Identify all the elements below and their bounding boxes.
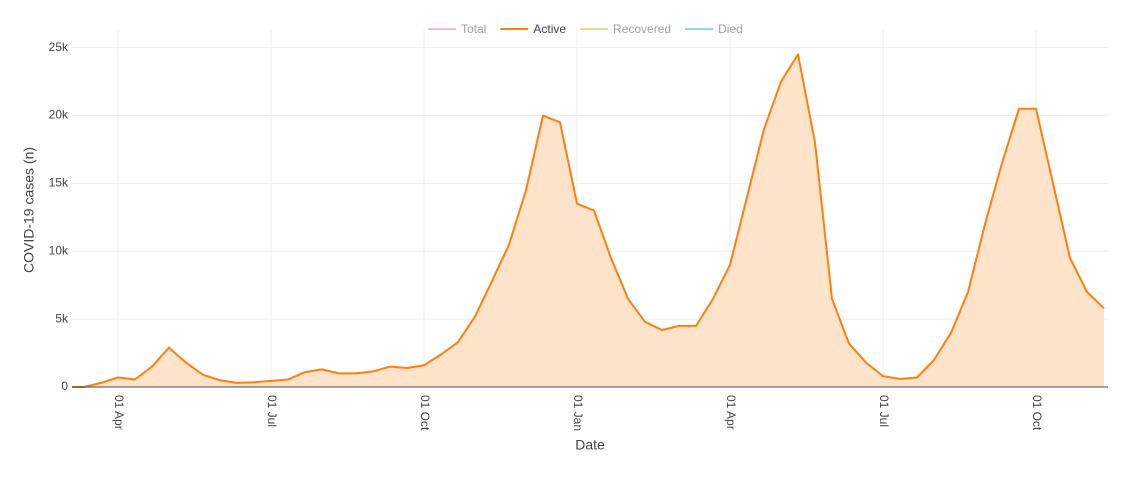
x-tick-label: 01 Apr [112,395,126,430]
y-tick-label: 5k [55,311,69,325]
series-line [72,53,1105,388]
x-tick-label: 01 Jan [571,395,585,431]
legend-label: Active [533,22,566,36]
x-tick-label: 01 Jul [877,395,891,427]
legend-item[interactable]: Total [428,22,486,36]
area-fill [72,54,1104,387]
x-tick-label: 01 Oct [1030,395,1044,431]
plot-area [72,53,1105,388]
x-tick-label: 01 Oct [418,395,432,431]
legend: Total Active Recovered Died [428,22,743,36]
legend-item[interactable]: Active [500,22,566,36]
legend-item[interactable]: Died [685,22,743,36]
x-tick-label: 01 Jul [265,395,279,427]
y-axis-title: COVID-19 cases (n) [21,147,37,273]
y-tick-label: 20k [49,108,69,122]
legend-label: Total [461,22,486,36]
x-axis-title: Date [575,437,605,453]
legend-item[interactable]: Recovered [580,22,671,36]
y-tick-label: 10k [49,243,69,257]
x-tick-label: 01 Apr [724,395,738,430]
y-tick-label: 0 [61,379,68,393]
y-tick-label: 15k [49,176,69,190]
legend-label: Died [718,22,743,36]
legend-label: Recovered [613,22,671,36]
y-tick-label: 25k [49,40,69,54]
